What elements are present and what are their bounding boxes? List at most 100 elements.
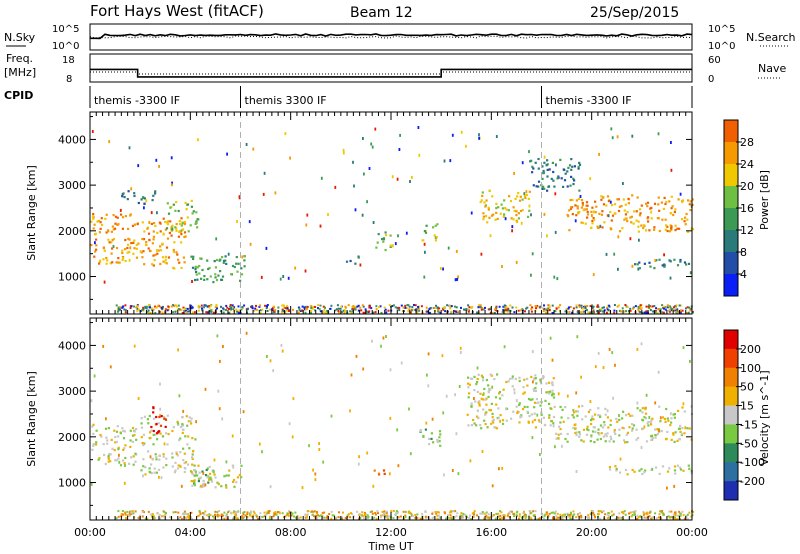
range-cell bbox=[141, 196, 145, 199]
range-cell bbox=[552, 415, 556, 419]
range-cell bbox=[490, 214, 494, 217]
range-cell bbox=[152, 411, 155, 414]
range-cell bbox=[216, 481, 219, 484]
range-cell bbox=[193, 311, 196, 314]
range-cell bbox=[484, 205, 487, 208]
range-cell bbox=[491, 385, 494, 389]
range-cell bbox=[329, 307, 332, 310]
range-cell bbox=[612, 396, 614, 400]
range-cell bbox=[384, 234, 388, 237]
range-cell bbox=[319, 310, 322, 313]
range-cell bbox=[602, 203, 606, 206]
range-cell bbox=[398, 148, 401, 151]
range-cell bbox=[481, 511, 484, 513]
range-cell bbox=[319, 224, 322, 228]
range-cell bbox=[135, 247, 138, 250]
range-cell bbox=[118, 460, 121, 464]
range-cell bbox=[575, 391, 578, 395]
range-cell bbox=[617, 198, 620, 201]
range-cell bbox=[470, 211, 473, 215]
range-cell bbox=[121, 227, 124, 230]
range-cell bbox=[679, 430, 682, 433]
range-cell bbox=[380, 344, 382, 348]
range-cell bbox=[174, 209, 177, 212]
range-cell bbox=[591, 304, 593, 307]
range-cell bbox=[124, 259, 127, 263]
range-cell bbox=[512, 206, 515, 209]
range-cell bbox=[672, 432, 675, 435]
range-cell bbox=[215, 305, 218, 308]
range-cell bbox=[301, 309, 304, 312]
range-cell bbox=[683, 517, 686, 520]
range-cell bbox=[535, 307, 537, 310]
range-cell bbox=[638, 261, 641, 264]
range-cell bbox=[581, 418, 584, 421]
range-cell bbox=[221, 275, 225, 278]
range-cell bbox=[418, 153, 421, 157]
range-cell bbox=[172, 311, 174, 314]
range-cell bbox=[615, 417, 618, 420]
range-cell bbox=[635, 210, 638, 213]
range-cell bbox=[518, 376, 521, 379]
range-cell bbox=[511, 375, 514, 378]
range-cell bbox=[104, 462, 107, 466]
range-cell bbox=[636, 263, 639, 266]
range-cell bbox=[144, 243, 148, 246]
range-cell bbox=[469, 459, 472, 463]
range-cell bbox=[521, 161, 524, 165]
range-cell bbox=[487, 513, 490, 516]
range-cell bbox=[226, 306, 229, 309]
range-cell bbox=[105, 213, 108, 216]
range-cell bbox=[574, 427, 577, 430]
range-cell bbox=[528, 510, 531, 513]
range-cell bbox=[666, 225, 669, 228]
range-cell bbox=[349, 516, 352, 519]
range-cell bbox=[144, 473, 147, 476]
range-cell bbox=[133, 223, 137, 226]
range-cell bbox=[638, 267, 641, 270]
range-cell bbox=[483, 512, 486, 515]
range-cell bbox=[647, 305, 650, 308]
range-cell bbox=[573, 179, 576, 182]
power-ylabel: Slant Range [km] bbox=[25, 165, 38, 261]
range-cell bbox=[153, 467, 156, 470]
range-cell bbox=[586, 305, 589, 307]
range-cell bbox=[220, 278, 223, 281]
range-cell bbox=[518, 421, 521, 424]
range-cell bbox=[491, 484, 494, 488]
range-cell bbox=[130, 456, 133, 459]
range-cell bbox=[647, 220, 650, 223]
range-cell bbox=[610, 219, 613, 222]
range-cell bbox=[517, 517, 520, 520]
range-cell bbox=[484, 413, 487, 416]
range-cell bbox=[236, 476, 240, 479]
range-cell bbox=[256, 309, 259, 312]
range-cell bbox=[164, 261, 167, 264]
range-cell bbox=[216, 515, 219, 518]
range-cell bbox=[518, 199, 522, 202]
range-cell bbox=[186, 307, 189, 310]
range-cell bbox=[424, 510, 427, 513]
range-cell bbox=[591, 430, 595, 433]
range-cell bbox=[518, 513, 521, 516]
range-cell bbox=[364, 308, 367, 311]
range-cell bbox=[557, 306, 560, 309]
range-cell bbox=[518, 402, 521, 405]
range-cell bbox=[645, 229, 648, 232]
range-cell bbox=[422, 434, 425, 438]
range-cell bbox=[353, 305, 356, 308]
range-cell bbox=[233, 516, 236, 519]
range-cell bbox=[677, 198, 680, 201]
range-cell bbox=[649, 309, 652, 312]
range-cell bbox=[338, 511, 340, 514]
range-cell bbox=[313, 510, 316, 513]
range-cell bbox=[476, 311, 479, 314]
range-cell bbox=[525, 190, 528, 194]
range-cell bbox=[342, 511, 344, 514]
range-cell bbox=[136, 223, 139, 226]
range-cell bbox=[389, 234, 392, 237]
range-cell bbox=[191, 517, 193, 520]
range-cell bbox=[194, 470, 197, 473]
range-cell bbox=[441, 354, 444, 358]
range-cell bbox=[449, 307, 452, 310]
